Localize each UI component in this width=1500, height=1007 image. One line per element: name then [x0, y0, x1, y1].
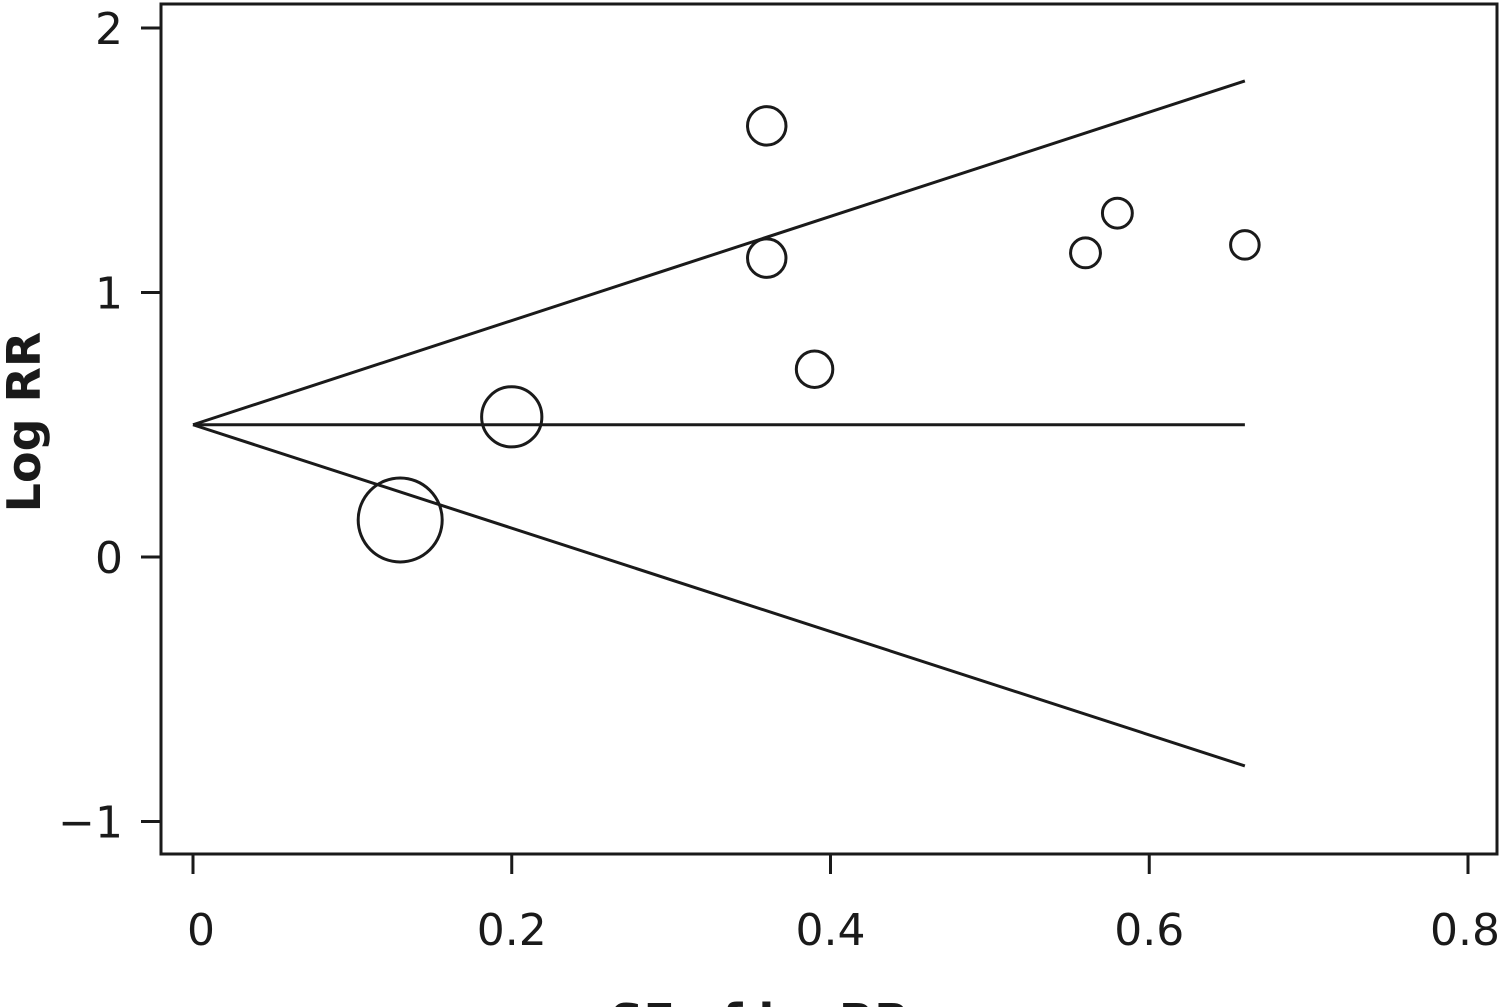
study-point [480, 385, 544, 449]
data-points [356, 105, 1261, 564]
x-axis-title: SE of logRR [610, 994, 909, 1007]
plot-frame [159, 2, 1499, 856]
study-point [746, 105, 788, 147]
funnel-lower-limit [192, 423, 1246, 768]
y-tick-label: 0 [95, 533, 123, 584]
study-point [794, 349, 835, 389]
study-point [356, 476, 444, 564]
study-point [746, 237, 788, 279]
y-axis-title: Log RR [0, 332, 51, 513]
study-point [1100, 196, 1134, 230]
funnel-upper-limit [192, 79, 1246, 427]
x-tick-label: 0 [187, 905, 215, 956]
study-point [1229, 229, 1261, 261]
x-tick-label: 0.2 [477, 905, 547, 956]
x-tick-label: 0.4 [796, 905, 866, 956]
y-tick-label: 1 [95, 269, 123, 320]
y-tick-label: −1 [58, 798, 123, 849]
study-point [1069, 236, 1102, 270]
y-tick-label: 2 [95, 4, 123, 55]
y-axis: 2 1 0 −1 [58, 4, 163, 849]
x-tick-label: 0.6 [1114, 905, 1184, 956]
x-tick-label: 0.8 [1430, 905, 1500, 956]
funnel-lines [192, 79, 1246, 768]
x-axis: 0 0.2 0.4 0.6 0.8 [187, 852, 1500, 956]
